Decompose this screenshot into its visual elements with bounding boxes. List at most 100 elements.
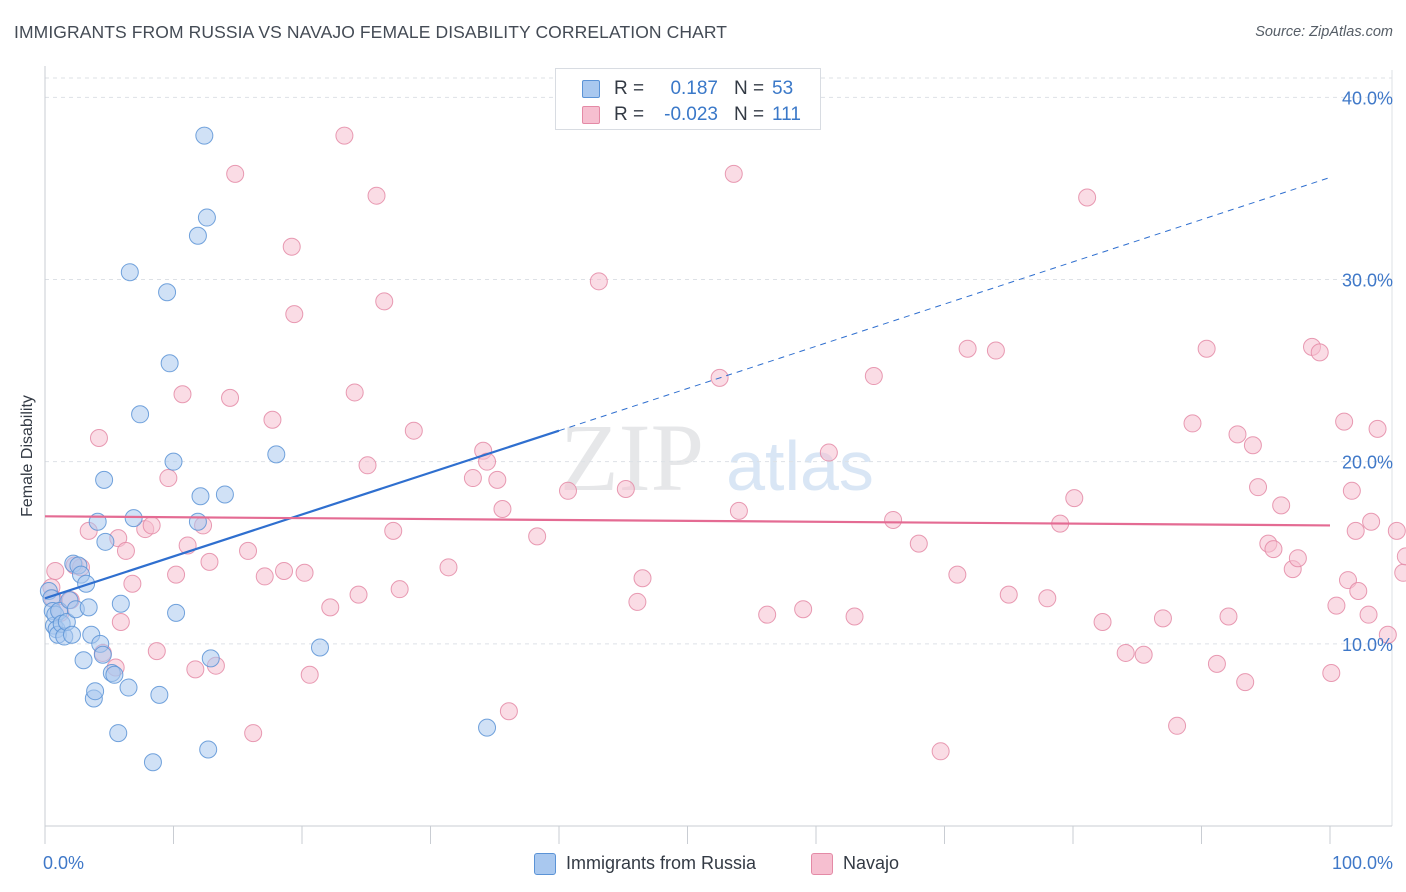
navajo-r-value: -0.023 [664,104,718,125]
navajo-point [349,585,368,604]
russia-r-value: 0.187 [670,78,718,99]
navajo-n-label: N = [734,104,765,125]
navajo-point [167,565,186,584]
navajo-point [729,501,748,520]
navajo-point [948,565,967,584]
navajo-point [345,383,364,402]
navajo-point [263,410,282,429]
stats-row-navajo: R = -0.023 N = 111 [556,102,822,126]
navajo-point [999,585,1018,604]
russia-point [95,470,114,489]
russia-point [120,263,139,282]
navajo-point [909,534,928,553]
russia-point [131,405,150,424]
navajo-point [200,552,219,571]
navajo-point [1322,663,1341,682]
russia-point [188,226,207,245]
navajo-point [845,607,864,626]
russia-point [267,445,286,464]
russia-point [201,649,220,668]
russia-point [188,512,207,531]
navajo-point [384,521,403,540]
navajo-point [1153,609,1172,628]
navajo-n-value: 111 [772,104,801,125]
navajo-point [159,469,178,488]
navajo-point [123,574,142,593]
navajo-point [931,742,950,761]
navajo-point [1272,496,1291,515]
russia-point [109,724,128,743]
watermark-atlas: atlas [726,427,874,505]
russia-n-value: 53 [772,78,794,99]
navajo-point [404,421,423,440]
navajo-point [1219,607,1238,626]
navajo-point [1359,605,1378,624]
russia-point [195,126,214,145]
navajo-point [1349,582,1368,601]
navajo-point [390,580,409,599]
navajo-point [367,186,386,205]
russia-point [79,598,98,617]
russia-point [150,685,169,704]
navajo-point [794,600,813,619]
navajo-point [239,541,258,560]
navajo-point [244,724,263,743]
navajo-trend-line [44,515,1331,527]
chart-title: IMMIGRANTS FROM RUSSIA VS NAVAJO FEMALE … [14,22,728,42]
y-tick-label: 40.0% [1342,88,1393,108]
navajo-points [42,126,1406,761]
y-tick-label: 30.0% [1342,270,1393,290]
navajo-legend-label: Navajo [843,853,900,873]
navajo-point [758,605,777,624]
navajo-point [46,561,65,580]
navajo-point [1362,512,1381,531]
navajo-point [616,479,635,498]
navajo-point [275,561,294,580]
tick-labels: 10.0% 20.0% 30.0% 40.0% 0.0% 100.0% [43,88,1393,873]
navajo-point [226,164,245,183]
russia-point [160,354,179,373]
russia-point [197,208,216,227]
navajo-point [1327,596,1346,615]
navajo-point [1116,643,1135,662]
navajo-point [300,665,319,684]
russia-r-label: R = [614,78,645,99]
russia-point [62,625,81,644]
navajo-point [1236,673,1255,692]
navajo-point [1288,549,1307,568]
navajo-point [1394,563,1406,582]
navajo-point [147,642,166,661]
navajo-point [1342,481,1361,500]
russia-point [191,487,210,506]
navajo-point [986,341,1005,360]
navajo-point [558,481,577,500]
navajo-point [628,592,647,611]
navajo-point [1243,436,1262,455]
russia-points [39,126,497,772]
navajo-point [1093,612,1112,631]
navajo-point [142,516,161,535]
navajo-point [1249,478,1268,497]
russia-point [199,740,218,759]
russia-point [310,638,329,657]
navajo-point [1197,339,1216,358]
source-note: Source: ZipAtlas.com [1255,24,1393,40]
navajo-point [1346,521,1365,540]
navajo-point [1228,425,1247,444]
navajo-point [1207,654,1226,673]
correlation-stats-box: R = 0.187 N = 53 R = -0.023 N = 111 [555,68,821,130]
navajo-legend-swatch [811,853,833,875]
russia-point [74,651,93,670]
navajo-point [1310,343,1329,362]
navajo-point [958,339,977,358]
russia-point [143,753,162,772]
navajo-point [1335,412,1354,431]
russia-legend-label: Immigrants from Russia [566,853,757,873]
russia-point [96,532,115,551]
navajo-point [1134,645,1153,664]
navajo-point [358,456,377,475]
russia-legend-swatch [534,853,556,875]
russia-point [158,283,177,302]
navajo-point [864,367,883,386]
trend-lines [44,177,1331,600]
